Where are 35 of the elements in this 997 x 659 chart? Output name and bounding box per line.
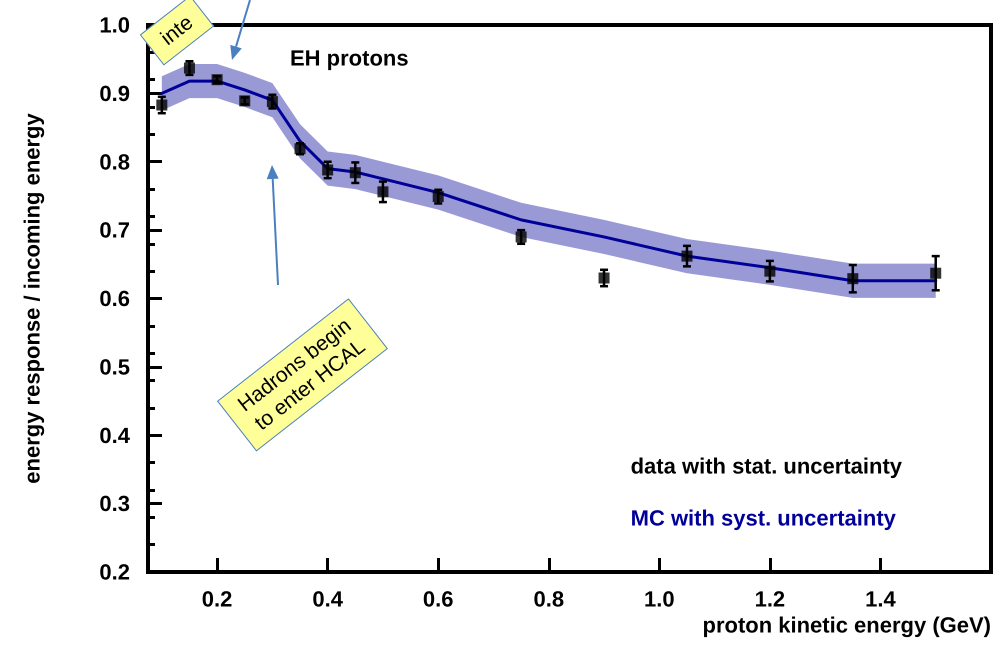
annotation: inte [140,0,214,66]
x-axis-title: proton kinetic energy (GeV) [702,612,991,638]
point [764,266,776,277]
y-tick-label: 0.3 [99,491,130,516]
point [432,191,444,202]
point [184,62,195,74]
x-tick-label: 0.2 [202,586,232,612]
point [266,96,278,108]
x-tick-label: 1.4 [865,586,896,612]
y-tick-label: 0.4 [99,422,131,448]
point [598,272,610,284]
y-tick-label: 1.0 [99,12,130,38]
text: EH protons [290,46,409,70]
y-tick-label: 0.6 [99,286,130,311]
x-tick-label: 0.6 [422,586,454,612]
point [930,268,942,279]
x-tick-label: 0.8 [533,586,564,612]
point [322,164,334,176]
text: data with stat. uncertainty [630,454,903,478]
point [377,186,388,198]
x-tick-label: 0.4 [312,586,344,612]
y-tick-label: 0.2 [99,560,130,584]
x-tick-label: 1.0 [644,586,675,612]
point [516,231,527,242]
point [681,250,692,262]
y-tick-label: 0.5 [99,354,130,380]
y-tick-label: 0.7 [99,218,130,243]
point [847,273,858,284]
text: MC with syst. uncertainty [630,506,897,530]
x-tick-label: 1.2 [754,586,786,612]
y-tick-label: 0.8 [99,149,130,174]
y-axis-title: energy response / incoming energy [20,112,44,484]
point [156,100,168,110]
point [350,167,361,178]
y-tick-label: 0.9 [99,80,130,106]
